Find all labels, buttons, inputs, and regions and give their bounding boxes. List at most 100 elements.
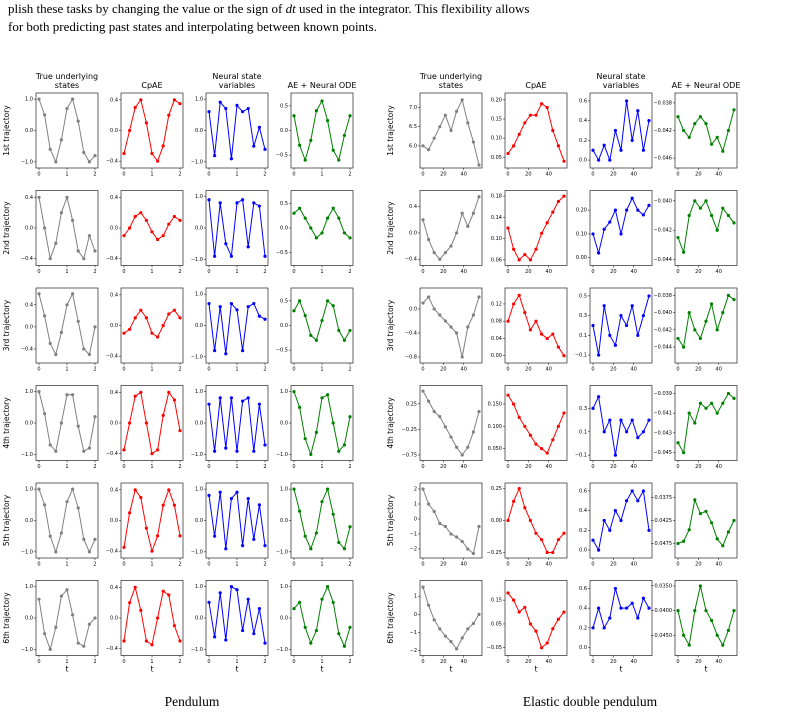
trajectory-point (172, 98, 176, 102)
trajectory-point (298, 600, 302, 604)
y-tick-label: −1.0 (21, 452, 33, 458)
trajectory-point (235, 449, 239, 453)
trajectory-point (37, 97, 41, 101)
trajectory-point (613, 208, 618, 212)
y-tick-label: 0.0 (110, 323, 118, 329)
trajectory-point (438, 627, 442, 631)
trajectory-point (602, 227, 606, 231)
y-tick-label: 0.2 (579, 138, 587, 144)
x-tick-label: 1 (150, 269, 153, 275)
x-tick-label: 1 (320, 562, 323, 568)
x-tick-label: 0 (122, 659, 125, 665)
trajectory-point (241, 399, 245, 403)
x-tick-label: 20 (440, 269, 446, 275)
trajectory-point (48, 443, 52, 447)
panel-frame (290, 287, 354, 364)
trajectory-point (682, 345, 686, 349)
trajectory-point (545, 336, 549, 341)
y-tick-label: 1.0 (25, 389, 33, 395)
trajectory-point (636, 616, 640, 620)
trajectory-point (229, 157, 233, 161)
trajectory-point (82, 257, 86, 261)
trajectory-point (698, 584, 703, 588)
trajectory-point (207, 600, 211, 604)
trajectory-point (167, 312, 171, 316)
y-tick-label: 0.00 (576, 255, 587, 261)
trajectory-point (693, 122, 697, 126)
y-tick-label: 0.0 (195, 226, 203, 232)
x-tick-label: 40 (546, 562, 552, 568)
trajectory-point (298, 509, 302, 513)
trajectory-point (133, 316, 137, 320)
trajectory-point (641, 148, 646, 152)
trajectory-line (38, 391, 96, 453)
trajectory-point (698, 511, 703, 516)
y-tick-label: 0.0 (280, 518, 288, 524)
x-tick-label: 1 (235, 269, 238, 275)
trajectory-point (326, 585, 330, 589)
trajectory-point (172, 398, 176, 402)
y-tick-label: 0.1 (579, 429, 587, 435)
trajectory-point (506, 518, 510, 523)
trajectory-point (348, 625, 352, 630)
y-tick-label: −1.0 (21, 549, 33, 555)
trajectory-point (506, 591, 510, 595)
trajectory-point (37, 487, 41, 491)
trajectory-point (257, 606, 261, 611)
trajectory-point (471, 430, 475, 434)
trajectory-point (150, 549, 154, 553)
y-tick-label: 0.050 (488, 446, 502, 452)
trajectory-point (602, 518, 606, 523)
trajectory-point (534, 247, 538, 251)
y-tick-label: −1.0 (191, 549, 203, 555)
trajectory-point (647, 119, 651, 123)
x-tick-label: 2 (263, 562, 266, 568)
trajectory-line (38, 292, 96, 356)
panel-frame (589, 580, 653, 656)
x-tick-label: 1 (235, 172, 238, 178)
trajectory-point (252, 144, 256, 148)
trajectory-point (477, 163, 481, 167)
y-tick-label: 0.4 (110, 97, 118, 103)
y-tick-label: 0.0 (110, 616, 118, 622)
trajectory-point (619, 232, 623, 236)
y-tick-label: 0.12 (491, 301, 502, 307)
trajectory-point (156, 534, 160, 538)
trajectory-point (421, 301, 425, 305)
trajectory-point (76, 249, 80, 253)
x-tick-label: 2 (263, 367, 266, 373)
trajectory-point (676, 541, 680, 546)
trajectory-point (597, 606, 601, 610)
x-tick-label: 1 (320, 367, 323, 373)
text-run: plish these tasks by changing the value … (8, 1, 286, 16)
trajectory-point (636, 436, 640, 440)
trajectory-point (511, 247, 516, 251)
trajectory-point (721, 643, 725, 647)
trajectory-point (59, 421, 64, 425)
y-tick-label: 0.15 (491, 598, 502, 604)
y-tick-label: 0.4 (110, 585, 118, 591)
trajectory-point (161, 234, 165, 238)
trajectory-point (591, 323, 595, 328)
trajectory-point (676, 336, 680, 341)
trajectory-point (218, 100, 222, 104)
x-tick-label: 2 (178, 269, 181, 275)
trajectory-point (460, 539, 464, 544)
y-tick-label: −0.039 (653, 391, 672, 397)
trajectory-point (676, 609, 680, 613)
trajectory-point (144, 218, 148, 222)
trajectory-point (647, 528, 651, 532)
trajectory-point (466, 325, 470, 329)
x-tick-label: 40 (546, 464, 552, 470)
y-tick-label: 1.0 (280, 584, 288, 590)
trajectory-point (54, 160, 58, 164)
trajectory-line (208, 397, 266, 452)
trajectory-point (303, 625, 307, 630)
trajectory-point (257, 204, 261, 208)
y-tick-label: −0.041 (653, 411, 672, 417)
y-tick-label: 0.0 (195, 128, 203, 134)
x-tick-label: 40 (631, 367, 637, 373)
trajectory-line (208, 101, 266, 159)
x-tick-label: 20 (525, 172, 531, 178)
y-tick-label: 0.4 (579, 118, 587, 124)
